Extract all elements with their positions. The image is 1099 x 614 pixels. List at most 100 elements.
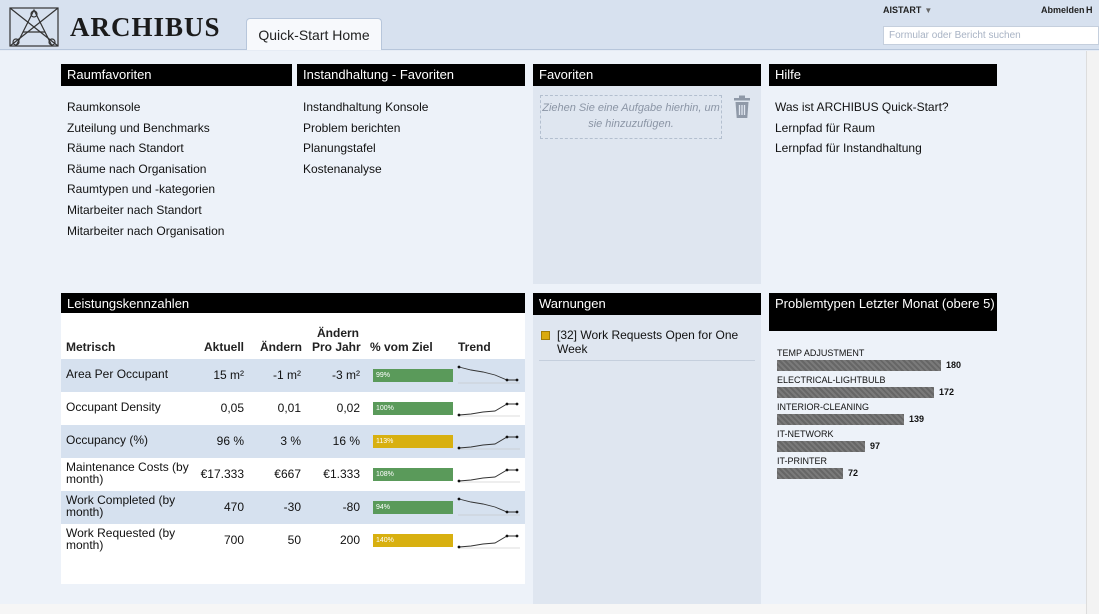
kpi-goal-bar: 140% <box>373 534 453 547</box>
raumfavoriten-link[interactable]: Räume nach Organisation <box>67 161 207 176</box>
col-change-year-line1: Ändern <box>317 326 359 340</box>
col-actual: Aktuell <box>204 340 245 354</box>
problem-type-bar[interactable] <box>777 360 941 371</box>
kpi-change-year: 16 % <box>332 434 360 448</box>
problem-type-value: 72 <box>848 468 859 478</box>
problem-type-label: IT-NETWORK <box>777 429 834 439</box>
instandhaltung-link[interactable]: Planungstafel <box>303 141 376 156</box>
problem-type-bar[interactable] <box>777 441 865 452</box>
problem-type-label: INTERIOR-CLEANING <box>777 402 870 412</box>
problem-type-label: ELECTRICAL-LIGHTBULB <box>777 375 886 385</box>
warning-icon <box>541 331 550 340</box>
col-change-year-line2: Pro Jahr <box>312 340 361 354</box>
raumfavoriten-link[interactable]: Raumtypen und -kategorien <box>67 182 216 197</box>
raumfavoriten-link[interactable]: Mitarbeiter nach Standort <box>67 202 202 217</box>
kpi-actual: 15 m² <box>213 368 244 382</box>
raumfavoriten-link[interactable]: Mitarbeiter nach Organisation <box>67 223 225 238</box>
kpi-actual: 0,05 <box>220 401 244 415</box>
kpi-change: 0,01 <box>277 401 301 415</box>
problem-type-bar[interactable] <box>777 468 843 479</box>
kpi-change: €667 <box>274 467 301 481</box>
kpi-trend-sparkline <box>457 534 520 549</box>
problem-type-value: 172 <box>939 387 955 397</box>
problemtypen-header: Problemtypen Letzter Monat (obere 5) <box>769 293 997 331</box>
kpi-change-year: -3 m² <box>332 368 360 382</box>
brand-name: ARCHIBUS <box>70 12 221 42</box>
hilfe-header: Hilfe <box>769 64 997 86</box>
problem-type-value: 139 <box>909 414 925 424</box>
kpi-goal-bar: 113% <box>373 435 453 448</box>
app-header: ARCHIBUS Quick-Start Home AISTART ▼ Abmel… <box>0 0 1099 50</box>
instandhaltung-list: Instandhaltung Konsole Problem berichten P… <box>303 97 518 179</box>
warnungen-header: Warnungen <box>533 293 761 315</box>
user-name: AISTART <box>883 5 922 15</box>
col-change: Ändern <box>260 340 302 354</box>
kpi-actual: 96 % <box>216 434 244 448</box>
kpi-metric: Area Per Occupant <box>66 367 169 381</box>
kpi-trend-sparkline <box>457 468 520 483</box>
kpi-metric: Occupancy (%) <box>66 433 149 447</box>
caret-down-icon: ▼ <box>924 6 933 15</box>
instandhaltung-link[interactable]: Instandhaltung Konsole <box>303 100 429 114</box>
problem-type-value: 180 <box>946 360 962 370</box>
kpi-change: 3 % <box>280 434 301 448</box>
instandhaltung-link[interactable]: Problem berichten <box>303 120 401 135</box>
instandhaltung-header: Instandhaltung - Favoriten <box>297 64 525 86</box>
problem-type-bar[interactable] <box>777 414 904 425</box>
kpi-change-year: 200 <box>339 533 360 547</box>
kpi-change: 50 <box>287 533 301 547</box>
kpi-change: -30 <box>283 500 301 514</box>
instandhaltung-link[interactable]: Kostenanalyse <box>303 161 382 176</box>
raumfavoriten-link[interactable]: Zuteilung und Benchmarks <box>67 120 210 135</box>
problem-type-label: TEMP ADJUSTMENT <box>777 348 865 358</box>
kpi-trend-sparkline <box>457 402 520 417</box>
problem-type-value: 97 <box>870 441 881 451</box>
hilfe-link[interactable]: Lernpfad für Raum <box>775 120 876 135</box>
kpi-metric: Maintenance Costs (by month) <box>66 460 189 486</box>
kpi-metric: Work Requested (by month) <box>66 526 176 552</box>
favoriten-panel <box>533 86 761 284</box>
favoriten-dropzone[interactable]: Ziehen Sie eine Aufgabe hierhin, um sie … <box>540 95 722 139</box>
logout-link[interactable]: Abmelden <box>1041 5 1085 15</box>
hilfe-list: Was ist ARCHIBUS Quick-Start? Lernpfad fü… <box>775 97 990 159</box>
kpi-actual: €17.333 <box>200 467 244 481</box>
kpi-change-year: €1.333 <box>323 467 360 481</box>
kpi-actual: 470 <box>223 500 244 514</box>
hilfe-link[interactable]: Was ist ARCHIBUS Quick-Start? <box>775 100 949 114</box>
kpi-goal-bar: 100% <box>373 402 453 415</box>
trash-icon[interactable] <box>733 95 751 119</box>
warning-text: [32] Work Requests Open for One Week <box>557 328 739 356</box>
kpi-trend-sparkline <box>457 435 520 450</box>
kpi-goal-bar: 94% <box>373 501 453 514</box>
tab-quick-start-home[interactable]: Quick-Start Home <box>246 18 382 50</box>
kpi-change: -1 m² <box>273 368 301 382</box>
kpi-metric: Work Completed (by month) <box>66 493 176 519</box>
hilfe-link[interactable]: Lernpfad für Instandhaltung <box>775 141 922 156</box>
user-menu[interactable]: AISTART ▼ <box>883 5 932 15</box>
warning-item[interactable]: [32] Work Requests Open for One Week <box>539 328 755 361</box>
raumfavoriten-header: Raumfavoriten <box>61 64 292 86</box>
bottom-strip <box>0 604 1086 614</box>
col-pct-goal: % vom Ziel <box>370 340 433 354</box>
kpi-header: Leistungskennzahlen <box>61 293 525 315</box>
archibus-logo-icon <box>9 7 59 47</box>
kpi-trend-sparkline <box>457 365 520 384</box>
kpi-actual: 700 <box>223 533 244 547</box>
kpi-change-year: 0,02 <box>336 401 360 415</box>
kpi-goal-bar: 99% <box>373 369 453 382</box>
raumfavoriten-link[interactable]: Räume nach Standort <box>67 141 184 156</box>
raumfavoriten-list: Raumkonsole Zuteilung und Benchmarks Räume… <box>67 97 287 241</box>
favoriten-header: Favoriten <box>533 64 761 86</box>
col-trend: Trend <box>458 340 491 354</box>
problem-type-label: IT-PRINTER <box>777 456 828 466</box>
kpi-change-year: -80 <box>342 500 360 514</box>
warnungen-panel <box>533 315 761 604</box>
help-link[interactable]: H <box>1086 5 1093 15</box>
vertical-scrollbar[interactable] <box>1086 51 1099 614</box>
raumfavoriten-link[interactable]: Raumkonsole <box>67 100 141 114</box>
col-metric: Metrisch <box>66 340 116 354</box>
kpi-metric: Occupant Density <box>66 400 161 414</box>
search-input[interactable] <box>883 26 1099 45</box>
kpi-goal-bar: 108% <box>373 468 453 481</box>
problem-type-bar[interactable] <box>777 387 934 398</box>
